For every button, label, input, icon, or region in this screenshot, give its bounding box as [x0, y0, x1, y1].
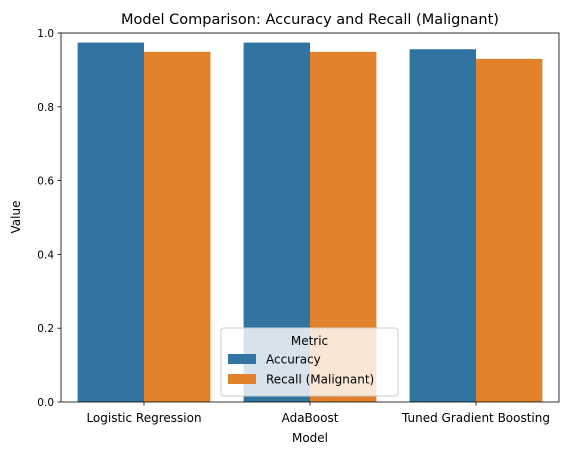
- y-tick-label: 0.0: [37, 397, 54, 409]
- y-tick-label: 0.8: [37, 102, 54, 114]
- bar-accuracy-2: [409, 49, 476, 403]
- chart-title: Model Comparison: Accuracy and Recall (M…: [121, 12, 499, 28]
- y-tick-label: 0.2: [37, 323, 54, 335]
- y-tick-label: 1.0: [37, 28, 54, 40]
- legend-title: Metric: [291, 334, 328, 348]
- bar-recall-2: [476, 58, 543, 402]
- x-tick-label: Tuned Gradient Boosting: [401, 411, 550, 425]
- y-tick-label: 0.4: [37, 249, 54, 261]
- y-tick-label: 0.6: [37, 176, 54, 188]
- legend-label-1: Recall (Malignant): [266, 373, 374, 387]
- bar-accuracy-0: [77, 42, 144, 403]
- bar-recall-0: [144, 51, 211, 402]
- x-axis-label: Model: [292, 431, 328, 445]
- legend-swatch-0: [228, 354, 256, 364]
- legend-swatch-1: [228, 374, 256, 384]
- x-tick-label: AdaBoost: [282, 411, 339, 425]
- x-tick-label: Logistic Regression: [86, 411, 201, 425]
- legend-label-0: Accuracy: [266, 353, 321, 367]
- legend-box: [220, 327, 399, 397]
- y-axis-label: Value: [9, 201, 23, 234]
- legend: Metric Accuracy Recall (Malignant): [220, 327, 399, 397]
